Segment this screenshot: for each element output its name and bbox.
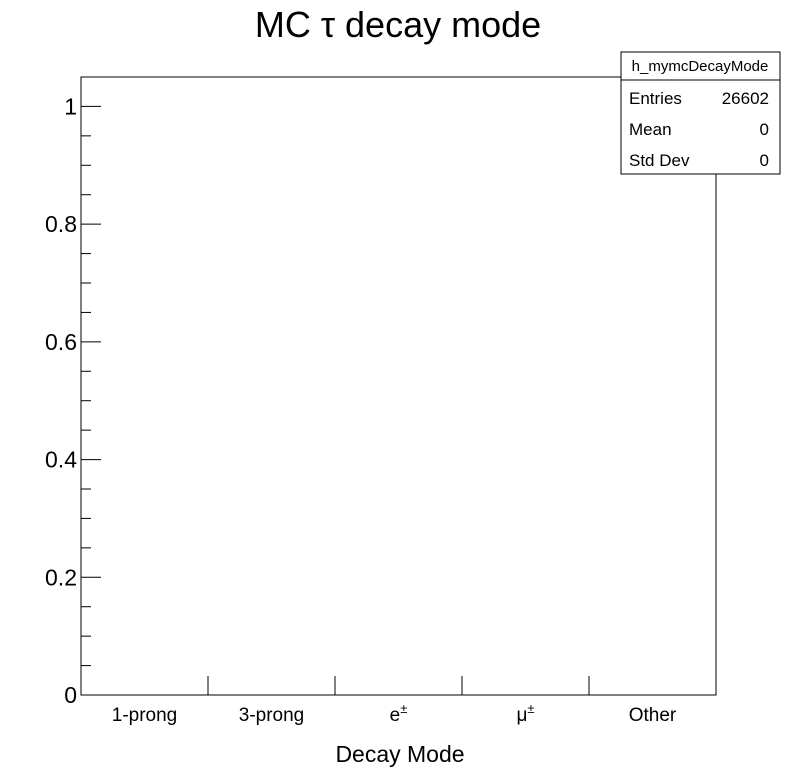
x-tick-label: μ±: [516, 701, 534, 726]
x-axis: 1-prong 3-prong e± μ± Other: [112, 676, 677, 726]
x-tick-label: Other: [629, 705, 677, 726]
stats-entries-value: 26602: [722, 89, 769, 108]
stats-stddev-value: 0: [760, 151, 769, 170]
y-tick-label: 0: [64, 682, 77, 708]
y-tick-label: 0.4: [45, 447, 77, 473]
stats-box: h_mymcDecayMode Entries 26602 Mean 0 Std…: [620, 51, 781, 175]
x-tick-label: 1-prong: [112, 705, 178, 726]
stats-box-frame: [620, 51, 781, 175]
x-tick-label: e±: [390, 701, 408, 726]
x-axis-label: Decay Mode: [335, 741, 464, 767]
stats-mean-value: 0: [760, 120, 769, 139]
stats-stddev-label: Std Dev: [629, 151, 690, 170]
y-axis: 0 0.2 0.4 0.6 0.8 1: [45, 76, 101, 708]
plot-frame: [80, 76, 717, 696]
stats-box-title: h_mymcDecayMode: [632, 58, 769, 75]
y-tick-label: 1: [64, 93, 77, 119]
y-tick-label: 0.6: [45, 329, 77, 355]
stats-mean-label: Mean: [629, 120, 672, 139]
y-tick-label: 0.8: [45, 211, 77, 237]
y-tick-label: 0.2: [45, 564, 77, 590]
stats-entries-label: Entries: [629, 89, 682, 108]
chart-title: MC τ decay mode: [255, 4, 541, 45]
x-tick-label: 3-prong: [239, 705, 305, 726]
